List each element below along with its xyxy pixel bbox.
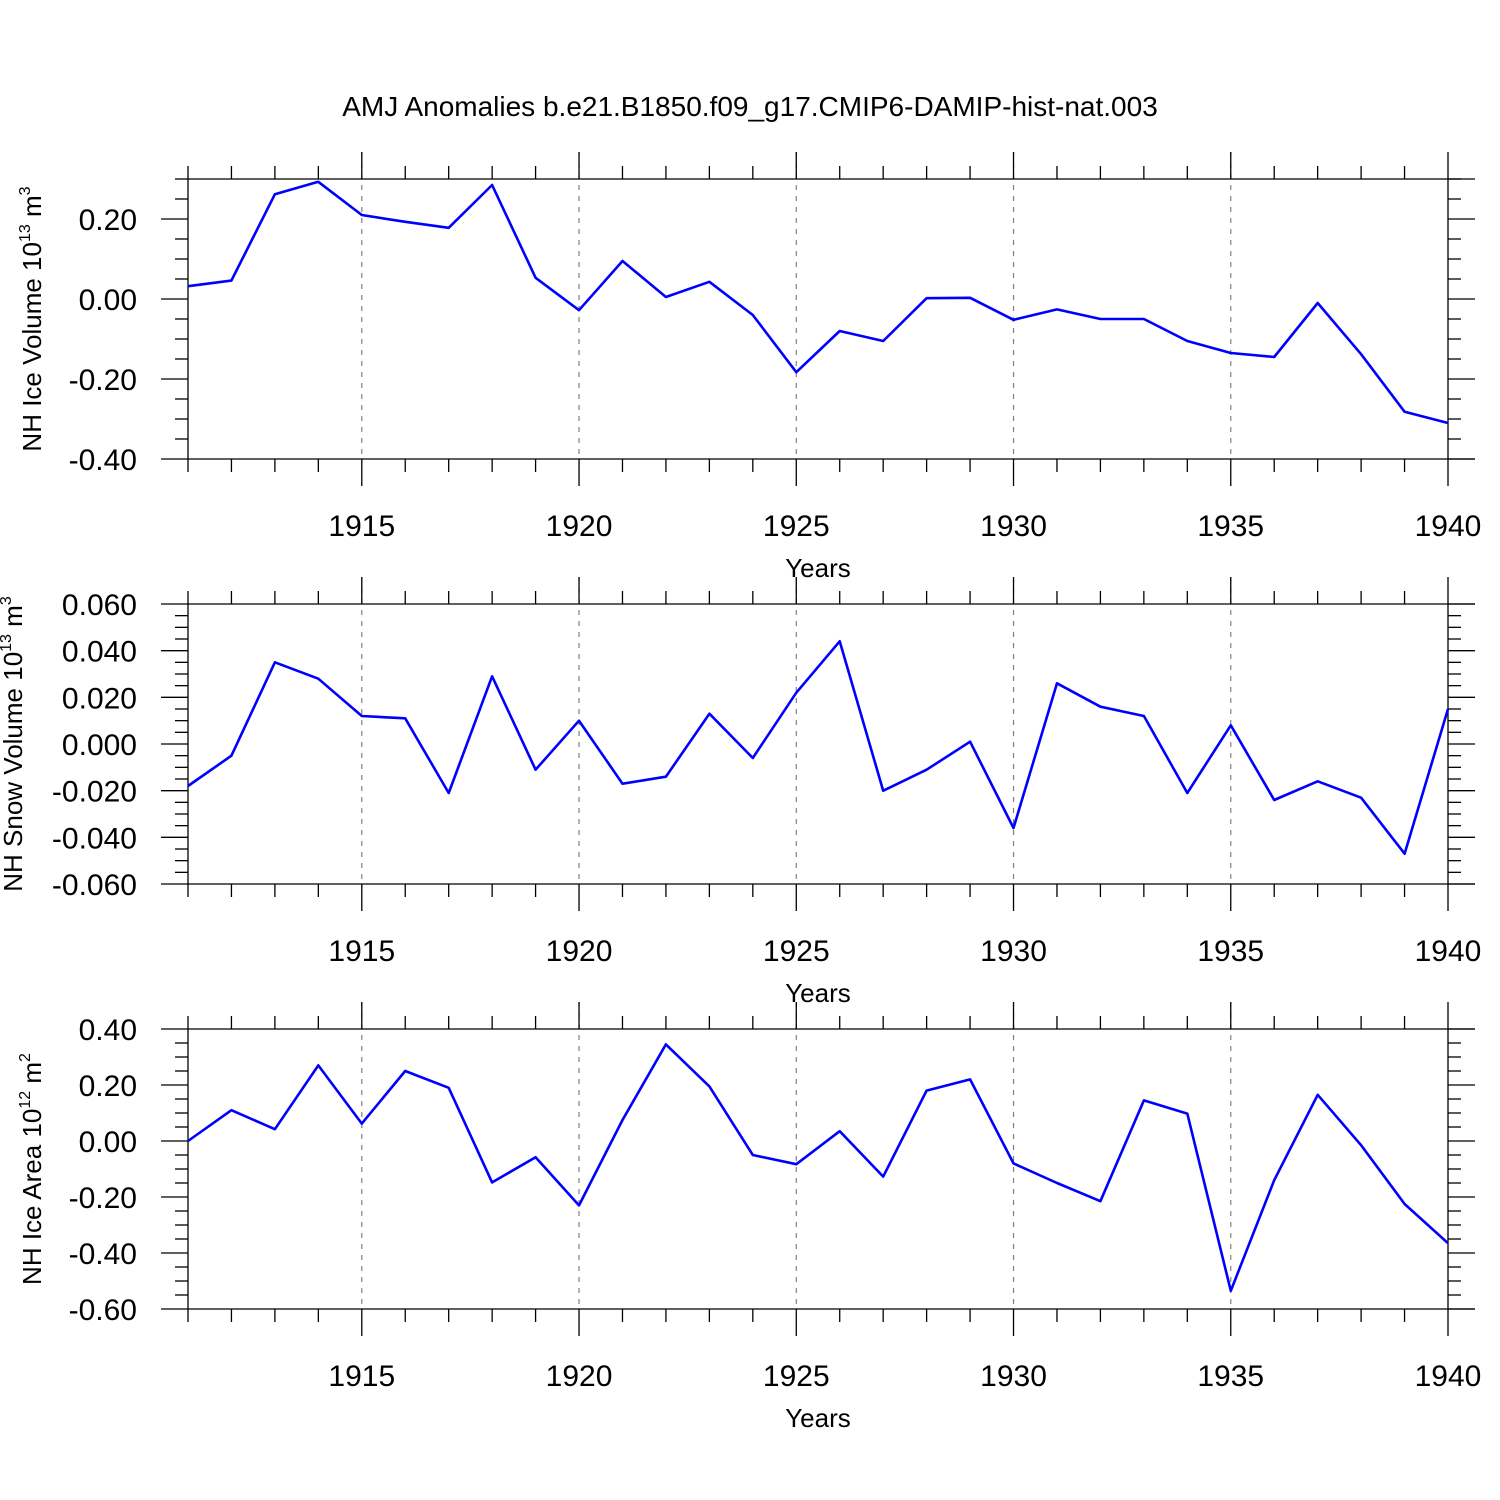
x-tick-label: 1915 xyxy=(328,1360,395,1393)
x-tick-label: 1940 xyxy=(1415,1360,1482,1393)
y-tick-label: 0.000 xyxy=(62,729,137,762)
x-tick-label: 1925 xyxy=(763,1360,830,1393)
y-tick-label: -0.40 xyxy=(69,1238,137,1271)
y-tick-label: -0.40 xyxy=(69,444,137,477)
y-axis-label-spacer xyxy=(17,1084,47,1091)
y-tick-label: -0.060 xyxy=(52,869,137,902)
y-axis-label-text: NH Snow Volume 10 xyxy=(0,652,28,892)
x-axis-label: Years xyxy=(785,1403,851,1433)
y-tick-label: 0.040 xyxy=(62,636,137,669)
y-tick-label: -0.040 xyxy=(52,822,137,855)
y-axis-label-text: NH Ice Area 10 xyxy=(17,1109,47,1285)
y-tick-label: -0.60 xyxy=(69,1294,137,1327)
y-axis-label-unit: m xyxy=(0,605,28,627)
y-tick-label: 0.40 xyxy=(79,1014,137,1047)
y-tick-label: -0.20 xyxy=(69,1182,137,1215)
y-axis-label: NH Snow Volume 1013 m3 xyxy=(0,596,28,892)
y-tick-label: 0.00 xyxy=(79,1126,137,1159)
x-axis-label: Years xyxy=(785,553,851,583)
y-tick-label: -0.20 xyxy=(69,364,137,397)
y-axis-label: NH Ice Volume 1013 m3 xyxy=(17,186,47,451)
y-axis-label-unit-exponent: 2 xyxy=(17,1053,34,1062)
panel-ice-area: NH Ice Area 1012 m2 Years 0.40 0.20 0.00 -0… xyxy=(17,1002,1481,1433)
data-line xyxy=(187,639,1450,856)
y-axis-label-unit-exponent: 3 xyxy=(17,186,34,195)
y-axis-label-spacer xyxy=(0,627,28,634)
chart-title: AMJ Anomalies b.e21.B1850.f09_g17.CMIP6-… xyxy=(342,91,1158,122)
x-tick-label: 1915 xyxy=(328,935,395,968)
x-tick-label: 1935 xyxy=(1197,1360,1264,1393)
x-tick-label: 1920 xyxy=(546,510,613,543)
y-tick-label: -0.020 xyxy=(52,776,137,809)
panel-snow-volume: NH Snow Volume 1013 m3 Years 0.060 0.040 0… xyxy=(0,577,1481,1008)
y-tick-label: 0.020 xyxy=(62,682,137,715)
x-tick-label: 1925 xyxy=(763,935,830,968)
data-line xyxy=(187,180,1449,425)
x-tick-label: 1915 xyxy=(328,510,395,543)
y-tick-label: 0.00 xyxy=(79,284,137,317)
x-tick-label: 1930 xyxy=(980,510,1047,543)
y-tick-label: 0.20 xyxy=(79,1070,137,1103)
y-axis-label-exponent: 13 xyxy=(17,224,34,242)
panel-ice-volume: NH Ice Volume 1013 m3 Years 0.20 0.00 -0.2… xyxy=(17,152,1481,583)
y-axis-label-text: NH Ice Volume 10 xyxy=(17,242,47,452)
x-tick-label: 1935 xyxy=(1197,935,1264,968)
x-tick-label: 1920 xyxy=(546,1360,613,1393)
x-tick-label: 1930 xyxy=(980,1360,1047,1393)
y-axis-label-exponent: 13 xyxy=(0,634,15,652)
x-tick-label: 1940 xyxy=(1415,935,1482,968)
y-tick-label: 0.20 xyxy=(79,204,137,237)
x-tick-label: 1920 xyxy=(546,935,613,968)
y-axis-label-unit: m xyxy=(17,1062,47,1084)
data-line xyxy=(187,1043,1449,1293)
y-axis-label: NH Ice Area 1012 m2 xyxy=(17,1053,47,1285)
y-axis-label-unit-exponent: 3 xyxy=(0,596,15,605)
x-tick-label: 1925 xyxy=(763,510,830,543)
x-tick-label: 1930 xyxy=(980,935,1047,968)
x-tick-label: 1940 xyxy=(1415,510,1482,543)
y-axis-label-spacer xyxy=(17,217,47,224)
x-axis-label: Years xyxy=(785,978,851,1008)
y-tick-label: 0.060 xyxy=(62,589,137,622)
y-axis-label-exponent: 12 xyxy=(17,1091,34,1109)
y-axis-label-unit: m xyxy=(17,195,47,217)
x-tick-label: 1935 xyxy=(1197,510,1264,543)
